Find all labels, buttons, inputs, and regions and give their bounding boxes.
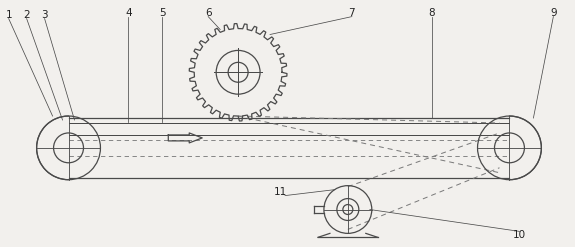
Text: 7: 7 [348, 8, 355, 18]
Text: 1: 1 [5, 10, 12, 20]
Text: 8: 8 [428, 8, 435, 18]
Text: 9: 9 [550, 8, 557, 18]
Text: 11: 11 [273, 187, 287, 197]
Text: 3: 3 [41, 10, 48, 20]
Text: 4: 4 [125, 8, 132, 18]
Text: 6: 6 [205, 8, 212, 18]
Text: 5: 5 [159, 8, 166, 18]
Text: 10: 10 [513, 230, 526, 240]
Text: 2: 2 [24, 10, 30, 20]
